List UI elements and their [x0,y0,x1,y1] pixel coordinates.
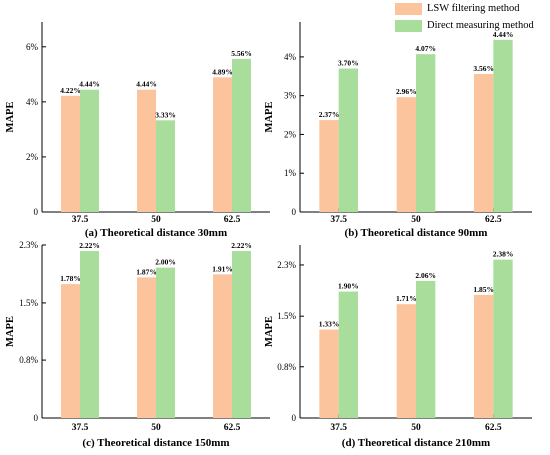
chart-b-y-tick-label: 2% [284,129,297,139]
chart-b-bar-direct [338,68,358,212]
chart-c-data-label: 2.22% [231,241,252,250]
chart-c-y-tick-label: 0 [34,413,39,423]
chart-a-bar-lsw [137,89,156,212]
chart-d-data-label: 1.33% [319,320,340,329]
chart-c-data-label: 1.91% [212,264,233,273]
chart-b-bar-direct [416,54,436,213]
chart-d-data-label: 1.71% [396,294,417,303]
chart-b-data-label: 4.07% [415,44,436,53]
chart-a-title: (a) Theoretical distance 30mm [85,227,227,239]
chart-d-bar-lsw [474,294,494,418]
chart-b-y-tick-label: 0 [292,207,297,217]
chart-c-bar-direct [232,251,251,418]
chart-d-bar-direct [493,259,513,418]
legend-label-direct: Direct measuring method [427,20,534,31]
chart-b-data-label: 4.44% [493,30,514,39]
chart-d-bar-direct [416,280,436,418]
chart-a-x-tick-label: 37.5 [72,215,89,225]
legend-item-lsw: LSW filtering method [395,0,547,17]
chart-d-title: (d) Theoretical distance 210mm [342,437,490,449]
chart-a-data-label: 5.56% [231,49,252,58]
chart-c-title: (c) Theoretical distance 150mm [82,437,229,449]
chart-d-y-tick-label: 2.3% [277,260,296,270]
chart-b-data-label: 3.70% [338,59,359,68]
chart-a-bar-direct [80,89,99,212]
chart-b-y-tick-label: 1% [284,168,297,178]
chart-b-y-tick-label: 4% [284,52,297,62]
chart-d-bar-direct [338,291,358,418]
chart-c-bar-lsw [213,274,232,418]
chart-a-y-tick-label: 0 [34,207,39,217]
chart-c-y-tick-label: 1.5% [19,298,38,308]
legend-label-lsw: LSW filtering method [427,3,520,14]
legend-swatch-direct [395,19,422,32]
chart-a-data-label: 4.89% [212,67,233,76]
chart-b-bar-lsw [396,97,416,212]
chart-a-data-label: 4.44% [136,80,157,89]
chart-b-x-tick-label: 50 [411,215,421,225]
chart-d-y-axis-label: MAPE [264,316,275,347]
chart-a-bar-direct [156,120,175,212]
chart-d-bar-lsw [396,304,416,418]
chart-a-data-label: 4.44% [79,80,100,89]
chart-c-y-tick-label: 0.8% [19,355,38,365]
chart-c-bar-lsw [61,284,80,418]
chart-b-bar-lsw [474,73,494,212]
chart-a-y-tick-label: 2% [26,152,39,162]
chart-d-x-tick-label: 50 [411,423,421,433]
chart-c-x-tick-label: 62.5 [224,423,241,433]
chart-b-data-label: 3.56% [473,64,494,73]
chart-c-data-label: 2.00% [155,258,176,267]
chart-d-data-label: 2.06% [415,271,436,280]
chart-d-x-tick-label: 62.5 [485,423,502,433]
chart-a-y-tick-label: 4% [26,97,39,107]
chart-d-x-tick-label: 37.5 [330,423,347,433]
chart-a-bar-lsw [213,77,232,212]
chart-c-data-label: 1.78% [60,274,81,283]
chart-c-data-label: 2.22% [79,241,100,250]
chart-b-bar-direct [493,39,513,213]
chart-c-bar-direct [80,251,99,418]
chart-d-bar-lsw [319,329,339,418]
chart-c-bar-lsw [137,277,156,418]
chart-d-y-tick-label: 1.5% [277,311,296,321]
chart-a-x-tick-label: 50 [151,215,161,225]
chart-a-data-label: 4.22% [60,86,81,95]
chart-c-data-label: 1.87% [136,267,157,276]
chart-b-y-axis-label: MAPE [264,102,275,133]
chart-c-x-tick-label: 50 [151,423,161,433]
chart-a-y-axis-label: MAPE [5,102,16,133]
chart-a-bar-direct [232,58,251,212]
chart-b-x-tick-label: 62.5 [485,215,502,225]
chart-d-data-label: 2.38% [493,250,514,259]
chart-c-bar-direct [156,267,175,418]
chart-c-y-axis-label: MAPE [5,316,16,347]
chart-c-x-tick-label: 37.5 [72,423,89,433]
chart-b-title: (b) Theoretical distance 90mm [345,227,488,239]
chart-a-x-tick-label: 62.5 [224,215,241,225]
chart-b-y-tick-label: 3% [284,91,297,101]
legend: LSW filtering method Direct measuring me… [395,0,547,34]
legend-swatch-lsw [395,2,422,15]
chart-c-y-tick-label: 2.3% [19,240,38,250]
legend-item-direct: Direct measuring method [395,17,547,34]
chart-b-bar-lsw [319,120,339,212]
chart-a-y-tick-label: 6% [26,42,39,52]
chart-d-y-tick-label: 0 [292,413,297,423]
chart-b-x-tick-label: 37.5 [330,215,347,225]
chart-d-data-label: 1.85% [473,285,494,294]
chart-a-bar-lsw [61,95,80,212]
chart-d-y-tick-label: 0.8% [277,362,296,372]
chart-b-data-label: 2.96% [396,87,417,96]
chart-d-data-label: 1.90% [338,282,359,291]
chart-a-data-label: 3.33% [155,110,176,119]
chart-b-data-label: 2.37% [319,110,340,119]
